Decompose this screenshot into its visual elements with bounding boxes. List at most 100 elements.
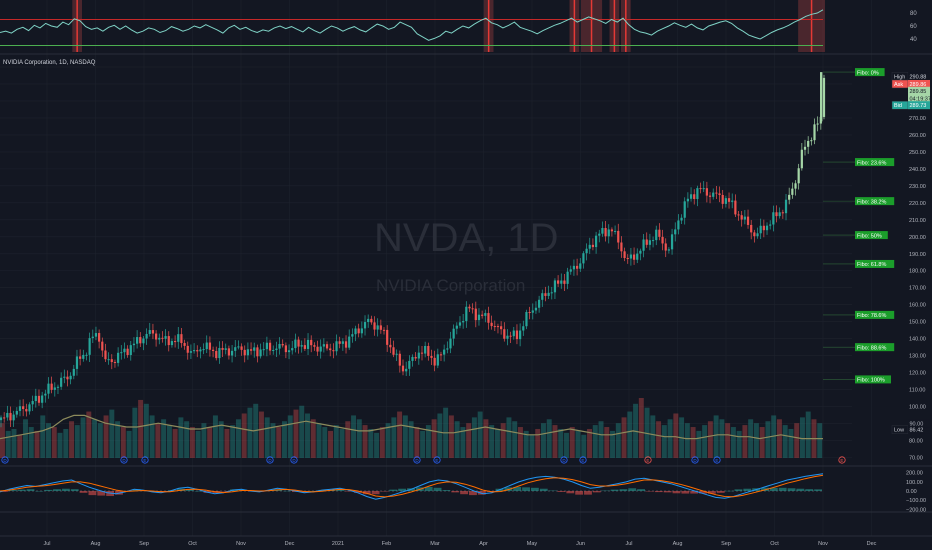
volume-bar: [120, 427, 126, 458]
candle-body: [291, 348, 294, 351]
macd-pane: 200.00 100.00 0.00 −100.00 −200.00: [0, 471, 926, 513]
fib-label: Fibo: 23.6%: [857, 160, 886, 166]
volume-bar: [776, 419, 782, 458]
macd-histogram-bar: [0, 491, 8, 492]
volume-bar: [552, 425, 558, 458]
volume-bar: [529, 434, 535, 458]
candle-body: [613, 230, 617, 232]
candle-body: [294, 339, 297, 349]
candle-body: [623, 251, 626, 259]
macd-histogram-bar: [79, 491, 88, 493]
candle-body: [800, 149, 803, 169]
volume-bar: [51, 427, 57, 458]
price-tick-label: 170.00: [909, 286, 926, 292]
candle-body: [370, 318, 373, 323]
candle-body: [411, 356, 414, 361]
volume-bar: [483, 419, 489, 458]
candle-body: [392, 347, 395, 355]
candle-body: [120, 352, 123, 354]
volume-bar: [103, 415, 109, 458]
price-axis[interactable]: [892, 0, 932, 550]
volume-bar: [742, 425, 748, 458]
volume-bar: [437, 413, 443, 458]
rsi-pane: 80 60 40: [0, 0, 917, 52]
volume-bar: [477, 411, 483, 458]
candle-body: [788, 194, 791, 200]
candle-body: [44, 393, 47, 396]
volume-bar: [460, 427, 466, 458]
candle-body: [173, 341, 177, 343]
candle-body: [455, 325, 458, 329]
volume-bar: [506, 417, 512, 458]
candle-body: [196, 350, 199, 352]
volume-bar: [374, 432, 380, 458]
candle-body: [512, 330, 515, 337]
macd-histogram-bar: [584, 491, 592, 495]
volume-bar: [333, 425, 339, 458]
volume-bar: [581, 434, 587, 458]
price-tag-countdown: 04:19:37: [908, 94, 931, 103]
macd-histogram-bar: [451, 491, 460, 493]
macd-histogram-bar: [44, 489, 53, 491]
price-tag-value-box: [908, 72, 930, 81]
candle-body: [237, 346, 240, 348]
price-tag-last: 289.85: [908, 86, 930, 95]
candle-body: [604, 227, 607, 237]
candle-body: [240, 346, 243, 350]
candle-body: [139, 337, 142, 344]
time-axis-label: Mar: [430, 541, 440, 547]
symbol-title[interactable]: NVIDIA Corporation, 1D, NASDAQ: [3, 60, 96, 66]
candle-body: [553, 280, 557, 293]
candle-body: [417, 352, 420, 359]
volume-bar: [74, 425, 80, 458]
candle-body: [528, 312, 531, 314]
price-tick-label: 120.00: [909, 371, 926, 377]
candle-body: [367, 318, 370, 323]
candle-body: [275, 348, 278, 350]
candle-body: [427, 345, 430, 356]
candle-body: [807, 140, 810, 147]
volume-bar: [402, 415, 408, 458]
candle-body: [28, 404, 31, 412]
candle-body: [430, 355, 433, 358]
event-marker-label: E: [646, 458, 649, 463]
candle-body: [680, 217, 683, 221]
volume-bar: [287, 415, 293, 458]
fib-label-box: [855, 68, 885, 77]
macd-histogram-bar: [398, 488, 407, 491]
price-tick-label: 140.00: [909, 337, 926, 343]
candle-body: [550, 292, 553, 294]
candle-body: [519, 330, 522, 340]
volume-ma-line: [0, 414, 823, 440]
candle-body: [547, 292, 550, 296]
volume-bar: [356, 419, 362, 458]
volume-bar: [817, 423, 823, 458]
candle-body: [215, 351, 218, 359]
event-marker-icon: [141, 456, 149, 464]
candle-body: [167, 336, 170, 346]
volume-bar: [212, 415, 218, 458]
volume-bar: [759, 427, 765, 458]
candle-body: [34, 395, 37, 402]
candle-body: [699, 188, 702, 190]
event-marker-icon: [290, 456, 298, 464]
volume-bar: [80, 417, 86, 458]
candle-body: [484, 313, 487, 316]
macd-histogram-bar: [663, 491, 672, 493]
candle-body: [262, 349, 265, 351]
candle-body: [221, 347, 224, 350]
candle-body: [208, 342, 212, 350]
volume-bar: [258, 411, 264, 458]
candle-body: [715, 192, 718, 194]
candle-body: [199, 349, 202, 352]
volume-bar: [575, 430, 581, 458]
candle-body: [569, 269, 572, 272]
price-tag-label: High: [894, 74, 905, 80]
event-marker-label: D: [693, 458, 697, 463]
volume-bar: [408, 421, 414, 458]
candle-body: [541, 293, 544, 300]
volume-bar: [644, 407, 650, 458]
candle-body: [243, 349, 246, 356]
volume-bar: [500, 423, 506, 458]
